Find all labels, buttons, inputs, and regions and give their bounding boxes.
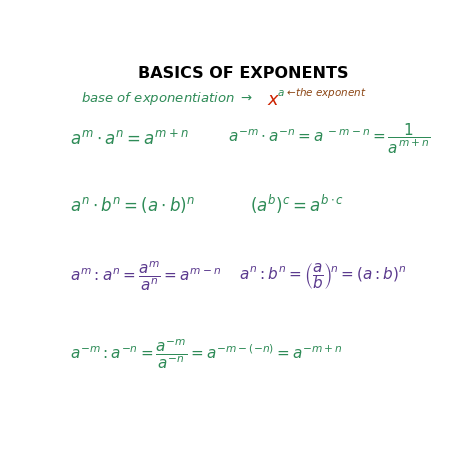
Text: $a^{m} \cdot a^{n} = a^{m+n}$: $a^{m} \cdot a^{n} = a^{m+n}$: [70, 129, 190, 149]
Text: $a^{n} \cdot b^{n} = (a \cdot b)^{n}$: $a^{n} \cdot b^{n} = (a \cdot b)^{n}$: [70, 195, 195, 215]
Text: $a^{m} : a^{n} = \dfrac{a^{m}}{a^{n}} = a^{m-n}$: $a^{m} : a^{n} = \dfrac{a^{m}}{a^{n}} = …: [70, 259, 221, 293]
Text: $a^{-m} : a^{-n} = \dfrac{a^{-m}}{a^{-n}} = a^{-m-(-n)} = a^{-m+n}$: $a^{-m} : a^{-n} = \dfrac{a^{-m}}{a^{-n}…: [70, 337, 343, 371]
Text: $a^{-m} \cdot a^{-n} = a^{\,-m-n} = \dfrac{1}{a^{m+n}}$: $a^{-m} \cdot a^{-n} = a^{\,-m-n} = \dfr…: [228, 122, 431, 156]
Text: $a^{n} : b^{n} = \left(\dfrac{a}{b}\right)^{\!n} = (a{:}b)^{n}$: $a^{n} : b^{n} = \left(\dfrac{a}{b}\righ…: [239, 261, 407, 291]
Text: $\mathit{a}$: $\mathit{a}$: [277, 88, 285, 99]
Text: $\mathit{\leftarrow\!the\ exponent}$: $\mathit{\leftarrow\!the\ exponent}$: [284, 86, 367, 100]
Text: $\mathit{base\ of\ exponentiation\ \rightarrow}$: $\mathit{base\ of\ exponentiation\ \righ…: [82, 91, 254, 107]
Text: BASICS OF EXPONENTS: BASICS OF EXPONENTS: [137, 66, 348, 81]
Text: $\mathit{x}$: $\mathit{x}$: [267, 91, 280, 109]
Text: $(a^{b})^{c} = a^{b \cdot c}$: $(a^{b})^{c} = a^{b \cdot c}$: [250, 193, 345, 216]
